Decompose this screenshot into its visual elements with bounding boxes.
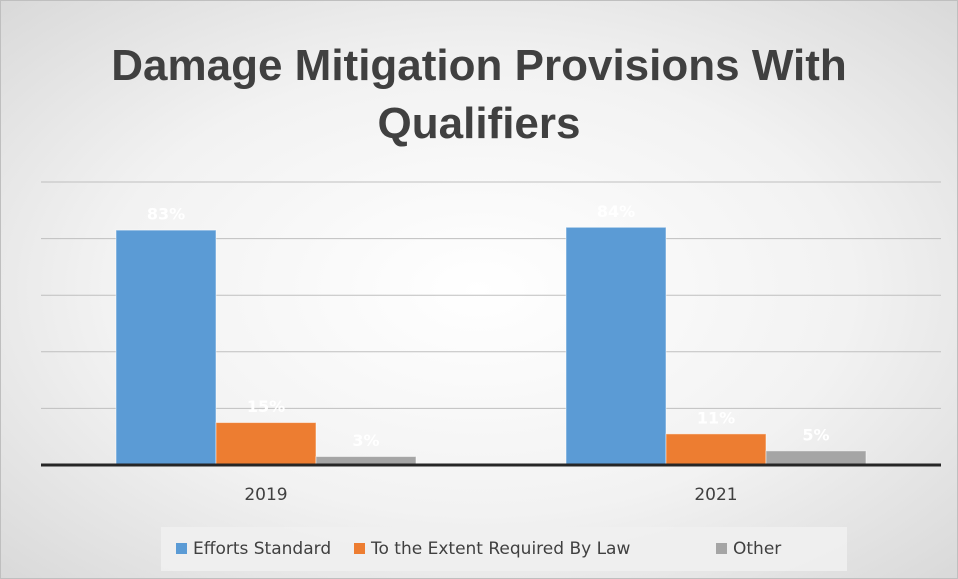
legend-label: To the Extent Required By Law xyxy=(370,539,630,559)
chart-title: Damage Mitigation Provisions With Qualif… xyxy=(111,41,847,148)
legend-swatch xyxy=(176,543,187,554)
bar xyxy=(765,450,867,466)
data-label: 5% xyxy=(802,425,829,444)
bar xyxy=(665,433,767,466)
legend-box xyxy=(161,527,847,571)
legend-label: Efforts Standard xyxy=(193,539,331,559)
x-tick-label: 2019 xyxy=(244,485,287,505)
data-label: 84% xyxy=(597,202,635,221)
bar xyxy=(115,229,217,466)
data-label: 83% xyxy=(147,205,185,224)
data-label: 3% xyxy=(352,431,379,450)
bar xyxy=(565,226,667,466)
legend-swatch xyxy=(716,543,727,554)
bar xyxy=(215,422,317,466)
legend-label: Other xyxy=(733,539,781,559)
data-label: 15% xyxy=(247,397,285,416)
legend-swatch xyxy=(354,543,365,554)
x-tick-label: 2021 xyxy=(694,485,737,505)
data-label: 11% xyxy=(697,408,735,427)
